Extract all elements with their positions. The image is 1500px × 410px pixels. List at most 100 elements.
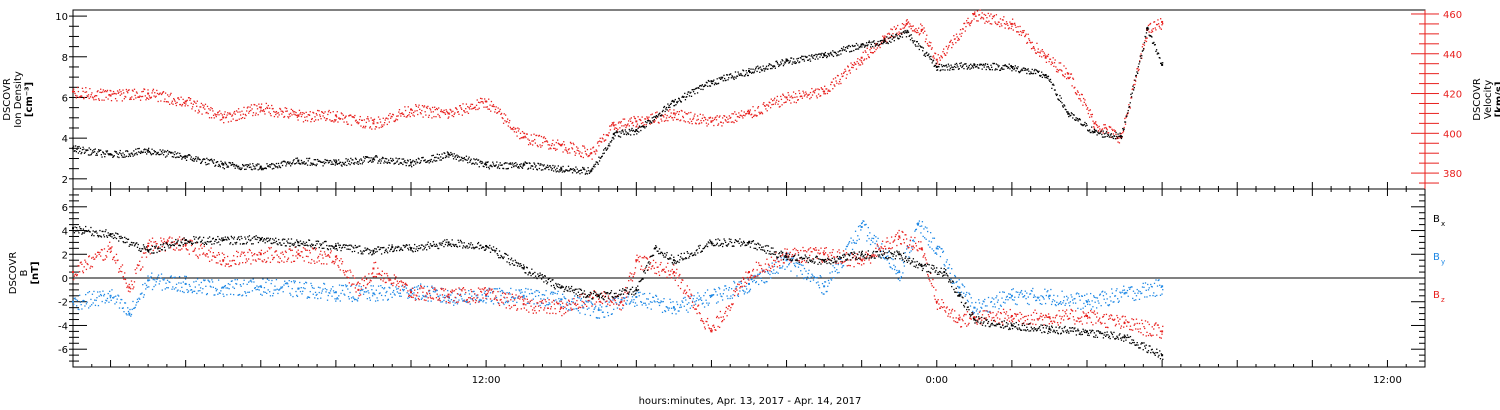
density-sample [922, 47, 925, 49]
density-sample [544, 168, 547, 170]
velocity-sample [872, 52, 875, 54]
velocity-sample [312, 112, 315, 114]
density-sample [296, 162, 298, 164]
density-sample [941, 65, 943, 68]
density-sample [698, 85, 701, 87]
velocity-sample [803, 95, 806, 97]
velocity-sample [843, 71, 845, 73]
density-sample [1036, 70, 1039, 73]
density-sample [383, 162, 385, 164]
by-sample [902, 261, 905, 264]
by-sample [758, 283, 760, 286]
by-sample [127, 307, 129, 309]
density-sample [945, 64, 948, 66]
velocity-sample [377, 116, 380, 118]
by-sample [569, 309, 571, 311]
by-sample [296, 294, 298, 297]
velocity-sample [1147, 29, 1149, 31]
velocity-sample [892, 33, 894, 35]
density-sample [920, 46, 922, 48]
velocity-sample [1115, 133, 1117, 135]
by-sample [102, 290, 104, 292]
density-sample [958, 68, 960, 70]
density-sample [854, 45, 856, 47]
velocity-sample [1049, 58, 1051, 60]
by-sample [730, 288, 733, 290]
density-sample [1023, 67, 1025, 69]
density-sample [1003, 65, 1006, 67]
velocity-sample [372, 119, 374, 121]
velocity-sample [517, 127, 519, 129]
density-sample [853, 49, 855, 52]
by-sample [795, 262, 797, 264]
velocity-sample [994, 21, 996, 23]
density-sample [1120, 137, 1123, 140]
density-sample [773, 65, 775, 67]
velocity-sample [427, 105, 429, 108]
velocity-sample [148, 95, 151, 97]
velocity-sample [1043, 52, 1046, 54]
velocity-sample [827, 90, 829, 92]
velocity-sample [1074, 92, 1077, 94]
density-sample [746, 72, 748, 74]
density-sample [673, 105, 675, 107]
density-sample [598, 160, 601, 162]
by-sample [293, 280, 295, 282]
by-sample [969, 293, 971, 296]
by-sample [761, 269, 764, 271]
velocity-sample [393, 120, 395, 122]
velocity-sample [815, 95, 818, 97]
by-sample [335, 300, 337, 302]
density-sample [475, 158, 478, 160]
density-sample [602, 152, 604, 155]
by-sample [124, 302, 126, 304]
density-sample [487, 161, 489, 163]
density-sample [186, 156, 188, 158]
velocity-sample [1093, 127, 1096, 129]
by-sample [123, 311, 125, 313]
by-sample [890, 266, 892, 269]
density-sample [501, 164, 503, 166]
velocity-sample [684, 111, 686, 113]
velocity-sample [970, 22, 972, 25]
velocity-sample [308, 113, 310, 116]
density-sample [417, 157, 420, 160]
by-sample [957, 285, 959, 288]
velocity-sample [437, 113, 439, 116]
by-sample [435, 289, 438, 291]
velocity-sample [458, 113, 460, 115]
density-sample [482, 165, 484, 167]
velocity-sample [714, 117, 716, 119]
by-sample [132, 300, 134, 303]
velocity-sample [683, 120, 685, 122]
by-sample [519, 290, 521, 292]
density-sample [1101, 136, 1104, 138]
velocity-sample [631, 122, 633, 125]
density-sample [341, 165, 343, 167]
velocity-sample [1149, 23, 1151, 26]
velocity-sample [711, 120, 713, 123]
density-sample [597, 163, 599, 165]
by-sample [866, 235, 869, 237]
velocity-sample [828, 89, 830, 91]
by-sample [866, 240, 868, 242]
density-point [1093, 131, 1096, 134]
by-sample [173, 288, 175, 290]
velocity-sample [1089, 116, 1091, 118]
velocity-sample [348, 115, 350, 117]
velocity-sample [448, 116, 450, 118]
by-sample [670, 301, 672, 304]
density-sample [649, 120, 651, 122]
density-sample [187, 154, 189, 157]
velocity-sample [634, 117, 636, 119]
velocity-sample [1036, 42, 1038, 44]
velocity-sample [152, 90, 154, 92]
density-sample [743, 75, 745, 77]
by-sample [997, 299, 999, 301]
density-sample [696, 92, 699, 94]
velocity-point [147, 92, 150, 95]
by-sample [828, 282, 830, 284]
density-sample [907, 31, 910, 33]
density-sample [656, 115, 658, 118]
density-sample [755, 66, 758, 68]
